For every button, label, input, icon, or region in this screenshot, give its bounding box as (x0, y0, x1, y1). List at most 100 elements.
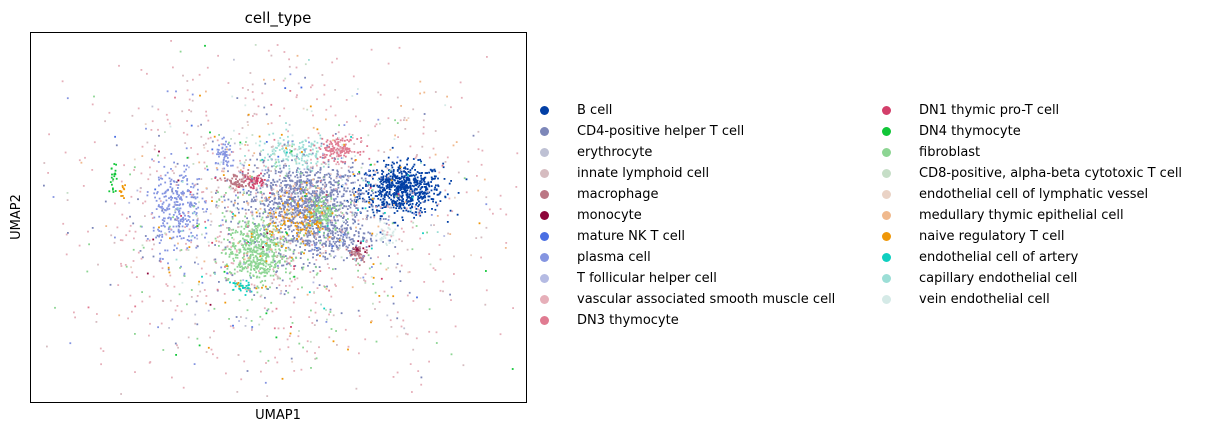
data-point (207, 219, 210, 222)
data-point (309, 240, 312, 243)
data-point (179, 267, 181, 269)
data-point (260, 172, 262, 175)
data-point (315, 243, 318, 246)
data-point (401, 194, 404, 197)
data-point (176, 193, 179, 196)
data-point (245, 226, 248, 228)
data-point (362, 256, 365, 259)
data-point (296, 174, 298, 176)
data-point (175, 208, 177, 211)
data-point (166, 249, 169, 252)
data-point (358, 171, 361, 173)
data-point (376, 233, 378, 236)
data-point (162, 217, 165, 220)
data-point (302, 146, 304, 149)
data-point (340, 234, 342, 237)
data-point (210, 178, 213, 180)
data-point (359, 193, 362, 196)
data-point (426, 188, 429, 191)
data-point (333, 215, 335, 218)
data-point (443, 178, 446, 180)
data-point (293, 296, 296, 299)
data-point (351, 191, 354, 194)
data-point (328, 145, 330, 148)
data-point (303, 252, 305, 255)
data-point (434, 130, 437, 132)
data-point (102, 350, 105, 352)
data-point (213, 271, 216, 274)
data-point (166, 222, 169, 225)
data-point (310, 142, 313, 145)
data-point (233, 175, 235, 178)
data-point (299, 190, 301, 193)
chart-title: cell_type (245, 9, 312, 28)
data-point (307, 242, 309, 245)
data-point (277, 260, 280, 263)
data-point (423, 113, 426, 115)
data-point (133, 169, 135, 171)
data-point (189, 203, 191, 206)
data-point (263, 78, 265, 81)
data-point (217, 153, 220, 156)
data-point (351, 211, 354, 214)
data-point (315, 156, 317, 158)
data-point (173, 249, 175, 251)
data-point (406, 196, 409, 198)
data-point (313, 236, 316, 238)
data-point (411, 184, 414, 187)
data-point (272, 184, 275, 186)
data-point (270, 54, 273, 57)
data-point (294, 199, 297, 201)
data-point (369, 174, 372, 177)
data-point (120, 180, 123, 183)
data-point (187, 336, 190, 339)
data-point (341, 212, 344, 214)
data-point (253, 230, 256, 233)
data-point (290, 221, 293, 224)
data-point (369, 237, 372, 240)
data-point (363, 261, 366, 263)
data-point (230, 272, 233, 274)
data-point (276, 237, 279, 239)
data-point (249, 175, 251, 177)
data-point (254, 263, 257, 265)
data-point (305, 208, 308, 211)
data-point (192, 205, 195, 208)
data-point (292, 238, 295, 240)
data-point (392, 230, 395, 233)
data-point (355, 212, 358, 215)
data-point (326, 144, 329, 147)
data-point (129, 173, 131, 176)
data-point (305, 161, 307, 164)
data-point (428, 156, 431, 159)
data-point (181, 203, 184, 206)
data-point (275, 251, 277, 253)
data-point (256, 175, 259, 177)
data-point (280, 170, 283, 173)
data-point (254, 208, 257, 210)
data-point (364, 179, 367, 182)
data-point (450, 299, 452, 301)
data-point (182, 74, 184, 77)
data-point (196, 323, 199, 326)
data-point (394, 200, 397, 203)
data-point (322, 214, 324, 217)
data-point (312, 281, 315, 284)
data-point (210, 191, 213, 193)
data-point (301, 266, 303, 269)
data-point (357, 269, 359, 272)
data-point (251, 327, 253, 330)
data-point (352, 247, 355, 249)
data-point (354, 247, 356, 250)
data-point (78, 244, 81, 247)
data-point (120, 265, 123, 267)
data-point (176, 247, 178, 250)
data-point (229, 271, 231, 273)
data-point (196, 178, 199, 181)
data-point (255, 287, 258, 290)
data-point (291, 153, 293, 156)
data-point (321, 211, 323, 214)
data-point (186, 225, 188, 228)
data-point (257, 167, 260, 169)
data-point (198, 178, 200, 180)
